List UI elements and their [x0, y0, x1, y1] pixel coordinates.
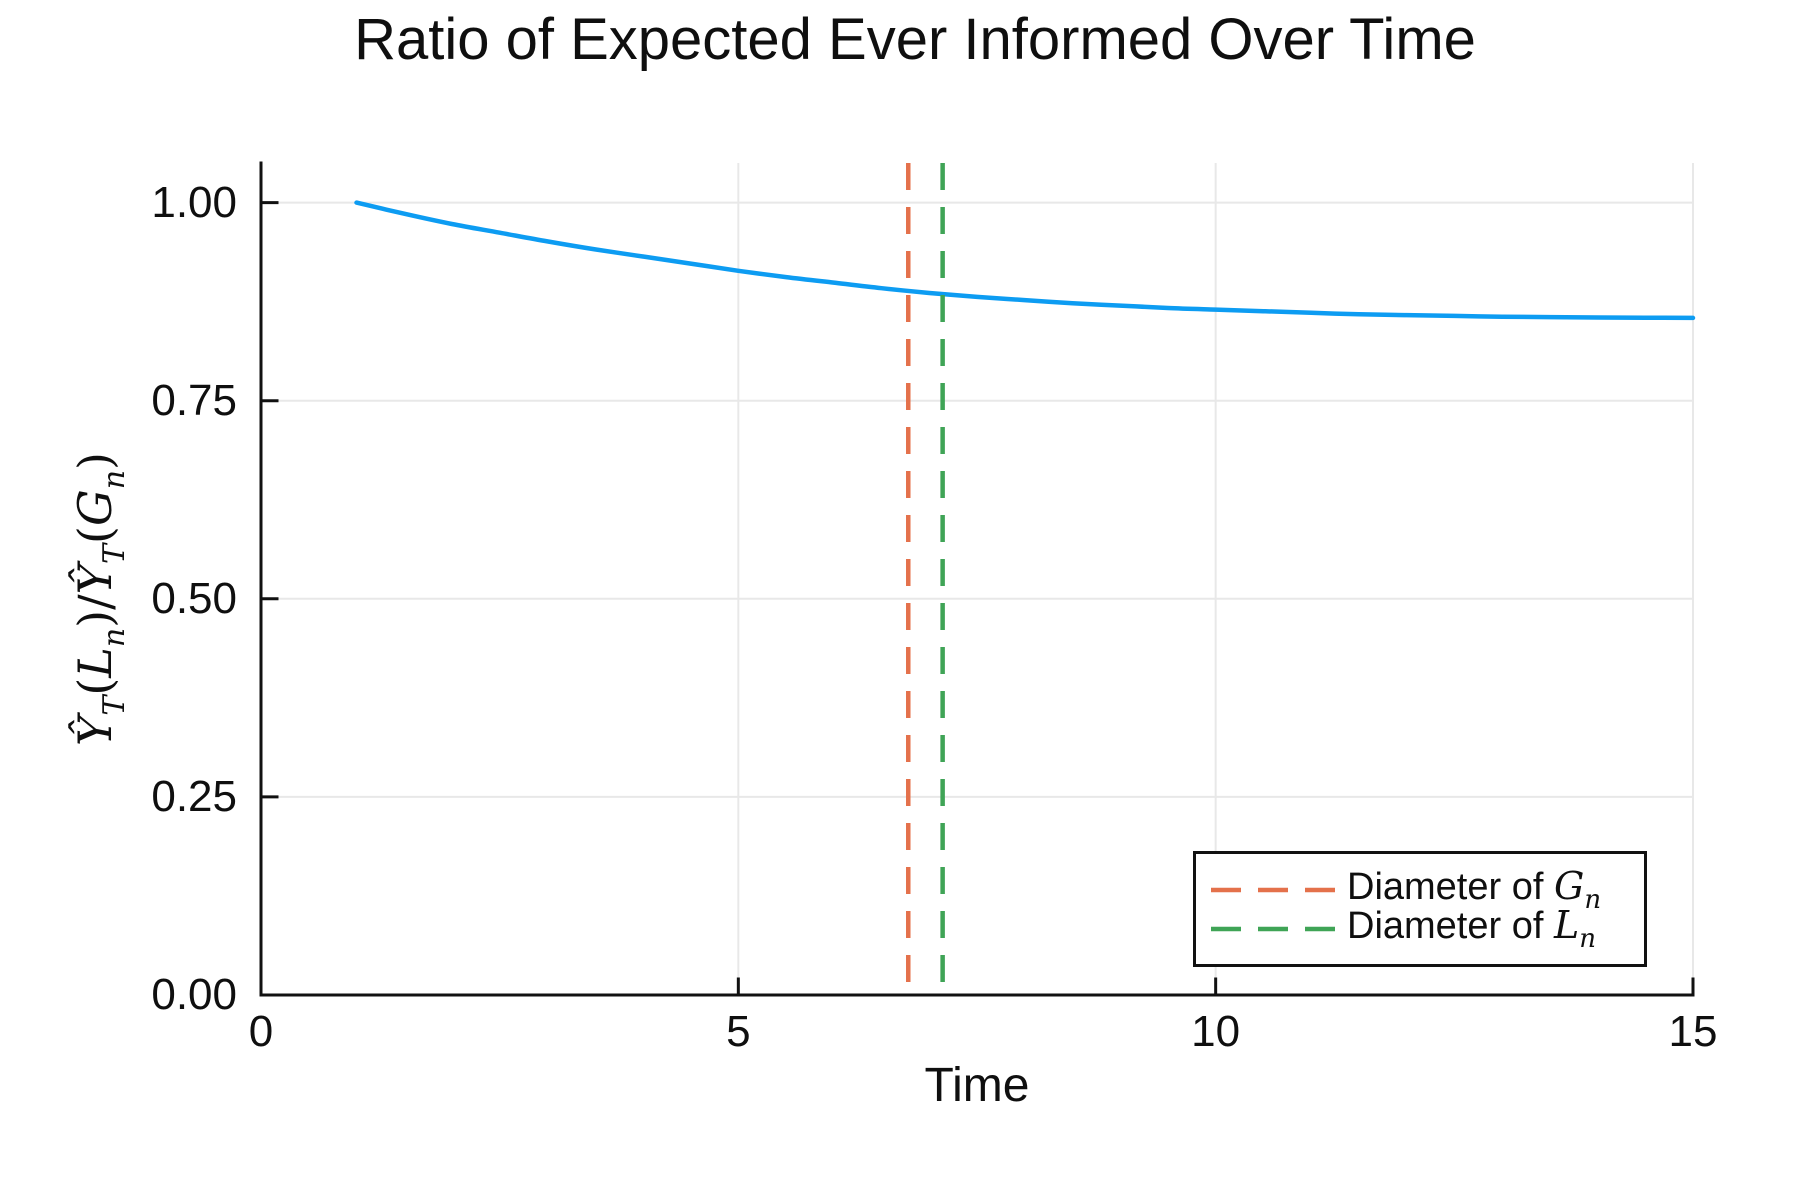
ylabel-segment: Ŷ [68, 715, 122, 747]
ylabel-segment: Ŷ [68, 563, 122, 595]
ylabel-segment: T [97, 543, 132, 564]
ylabel-segment: ( [68, 677, 122, 696]
ylabel-segment: )/ [68, 594, 122, 628]
y-axis-title: ŶT(Ln)/ŶT(Gn) [62, 199, 132, 999]
legend-item-label: Diameter of Gn [1347, 864, 1602, 915]
ylabel-segment: ( [68, 526, 122, 544]
gridlines [261, 163, 1694, 995]
legend-item-label: Diameter of Ln [1347, 903, 1596, 954]
ylabel-segment: n [97, 469, 132, 490]
chart-title: Ratio of Expected Ever Informed Over Tim… [354, 7, 1476, 72]
ylabel-segment: n [97, 627, 132, 648]
y-tick-label: 1.00 [151, 177, 237, 227]
x-tick-label: 0 [248, 1007, 274, 1056]
ylabel-segment: L [68, 647, 122, 678]
legend-dash-gn-icon [1211, 887, 1335, 892]
ylabel-segment: ) [68, 451, 122, 470]
legend-item-gn: Diameter of Gn [1209, 864, 1644, 915]
y-tick-label: 0.75 [151, 375, 237, 425]
legend-dash-ln-icon [1211, 926, 1335, 931]
axes [259, 161, 1695, 997]
legend: Diameter of Gn Diameter of Ln [1193, 851, 1647, 967]
x-tick-label: 5 [726, 1007, 751, 1056]
ratio-curve [354, 200, 1696, 321]
legend-item-ln: Diameter of Ln [1209, 903, 1644, 954]
ylabel-segment: G [68, 489, 122, 527]
y-tick-label: 0.25 [151, 771, 237, 821]
x-tick-label: 15 [1668, 1007, 1718, 1056]
y-tick-label: 0.00 [151, 970, 237, 1019]
y-tick-label: 0.50 [151, 573, 237, 623]
x-tick-label: 10 [1191, 1007, 1241, 1056]
ylabel-segment: T [97, 695, 132, 716]
x-axis-title: Time [924, 1059, 1030, 1112]
